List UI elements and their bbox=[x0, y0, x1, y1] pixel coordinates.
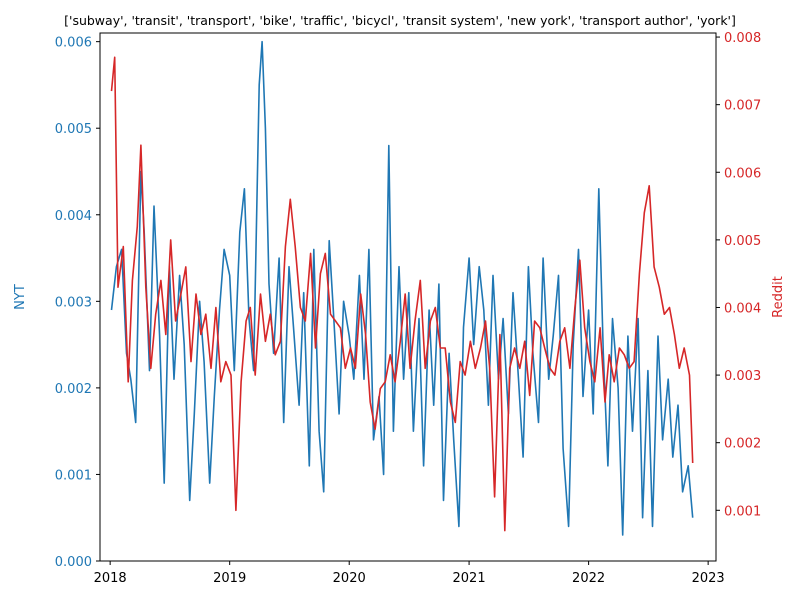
plot-area bbox=[110, 40, 694, 536]
y-right-tick-label: 0.003 bbox=[724, 369, 761, 384]
y-right-tick-label: 0.006 bbox=[724, 166, 761, 181]
x-tick-label: 2019 bbox=[213, 571, 246, 586]
series-line-nyt bbox=[110, 40, 694, 536]
y-left-tick-label: 0.006 bbox=[55, 36, 92, 51]
series-line-reddit bbox=[110, 56, 694, 532]
x-axis: 2018 2019 2020 2021 2022 2023 bbox=[94, 561, 725, 586]
y-axis-right: 0.001 0.002 0.003 0.004 0.005 0.006 0.007 0.008 bbox=[716, 31, 761, 519]
plot-frame bbox=[99, 32, 717, 562]
y-left-tick-label: 0.001 bbox=[55, 468, 92, 483]
x-tick-label: 2023 bbox=[692, 571, 725, 586]
y-right-tick-label: 0.001 bbox=[724, 504, 761, 519]
chart-title: ['subway', 'transit', 'transport', 'bike… bbox=[64, 13, 736, 28]
y-axis-left-label: NYT bbox=[13, 284, 28, 310]
y-right-tick-label: 0.007 bbox=[724, 99, 761, 114]
y-left-tick-label: 0.000 bbox=[55, 555, 92, 570]
y-left-tick-label: 0.003 bbox=[55, 295, 92, 310]
y-axis-right-label: Reddit bbox=[771, 276, 786, 318]
y-right-tick-label: 0.004 bbox=[724, 301, 761, 316]
y-left-tick-label: 0.004 bbox=[55, 209, 92, 224]
y-right-tick-label: 0.005 bbox=[724, 234, 761, 249]
y-left-tick-label: 0.005 bbox=[55, 122, 92, 137]
x-tick-label: 2018 bbox=[94, 571, 127, 586]
x-tick-label: 2021 bbox=[453, 571, 486, 586]
y-axis-left: 0.000 0.001 0.002 0.003 0.004 0.005 0.006 bbox=[55, 36, 100, 570]
y-right-tick-label: 0.008 bbox=[724, 31, 761, 46]
x-tick-label: 2020 bbox=[333, 571, 366, 586]
y-left-tick-label: 0.002 bbox=[55, 382, 92, 397]
x-tick-label: 2022 bbox=[572, 571, 605, 586]
y-right-tick-label: 0.002 bbox=[724, 437, 761, 452]
